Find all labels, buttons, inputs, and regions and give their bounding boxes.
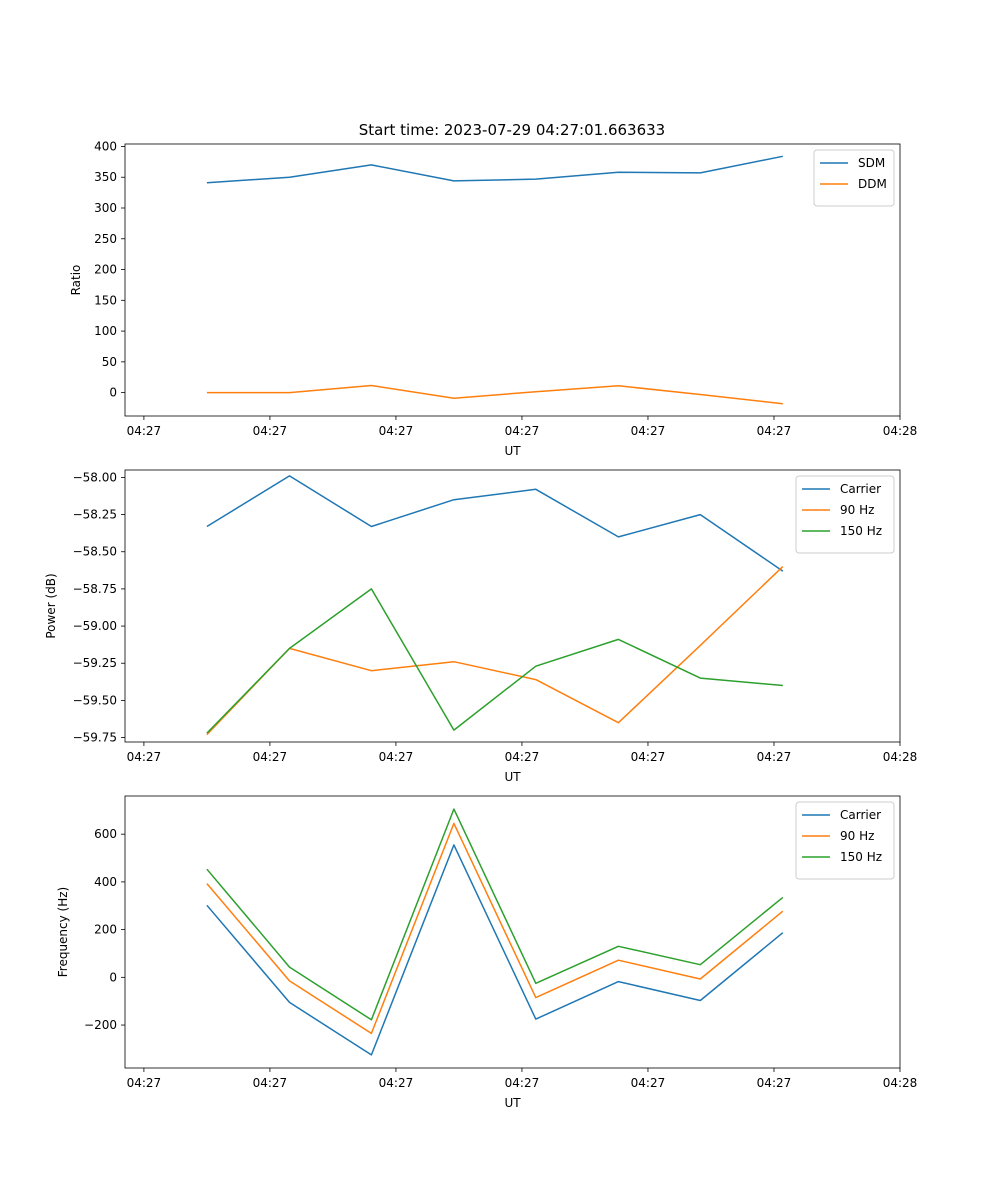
legend-label-sdm: SDM xyxy=(858,156,885,170)
legend-box xyxy=(795,801,895,880)
y-tick-label: 350 xyxy=(94,170,117,184)
legend: Carrier 90 Hz 150 Hz xyxy=(795,475,895,554)
x-tick-label: 04:27 xyxy=(253,1076,288,1090)
y-tick-label: −59.75 xyxy=(73,731,117,745)
legend-label-carrier: Carrier xyxy=(840,808,881,822)
legend-label-carrier: Carrier xyxy=(840,482,881,496)
x-tick-label: 04:27 xyxy=(379,750,414,764)
legend-label-90-hz: 90 Hz xyxy=(840,829,874,843)
y-tick-label: −58.25 xyxy=(73,508,117,522)
y-tick-label: 400 xyxy=(94,139,117,153)
y-tick-label: 200 xyxy=(94,923,117,937)
x-tick-label: 04:27 xyxy=(127,750,162,764)
series-line-carrier xyxy=(206,475,784,572)
x-tick-label: 04:27 xyxy=(253,750,288,764)
y-axis-label: Power (dB) xyxy=(44,573,58,638)
legend-label-150-hz: 150 Hz xyxy=(840,524,882,538)
y-tick-label: 250 xyxy=(94,232,117,246)
y-tick-label: 0 xyxy=(109,386,117,400)
legend: Carrier 90 Hz 150 Hz xyxy=(795,801,895,880)
y-tick-label: −59.00 xyxy=(73,619,117,633)
x-axis-label: UT xyxy=(504,770,521,784)
series-line-ddm xyxy=(206,384,783,405)
x-axis-label: UT xyxy=(504,1096,521,1110)
y-tick-label: 600 xyxy=(94,827,117,841)
x-tick-label: 04:27 xyxy=(757,1076,792,1090)
frequency-panel: 04:27 04:27 04:27 04:27 04:27 04:27 04:28 UT −20… xyxy=(56,795,918,1110)
axes-frame xyxy=(124,469,901,743)
y-tick-label: 400 xyxy=(94,875,117,889)
legend-label-150-hz: 150 Hz xyxy=(840,850,882,864)
y-tick-label: −59.50 xyxy=(73,693,117,707)
y-axis-label: Ratio xyxy=(69,265,83,296)
y-tick-label: 50 xyxy=(102,355,117,369)
axes-frame xyxy=(124,795,901,1069)
x-tick-label: 04:27 xyxy=(505,1076,540,1090)
x-tick-label: 04:27 xyxy=(379,1076,414,1090)
series-line-90-hz xyxy=(206,566,784,736)
x-tick-label: 04:27 xyxy=(379,424,414,438)
legend-label-90-hz: 90 Hz xyxy=(840,503,874,517)
x-tick-label: 04:27 xyxy=(253,424,288,438)
x-tick-label: 04:27 xyxy=(631,750,666,764)
series-line-sdm xyxy=(206,155,783,184)
x-tick-label: 04:27 xyxy=(505,424,540,438)
y-tick-label: −200 xyxy=(84,1018,117,1032)
legend-box xyxy=(795,475,895,554)
x-axis-label: UT xyxy=(504,444,521,458)
figure-title: Start time: 2023-07-29 04:27:01.663633 xyxy=(359,121,665,139)
legend-box xyxy=(813,149,895,207)
x-tick-label: 04:27 xyxy=(631,424,666,438)
axes-frame xyxy=(124,143,901,417)
y-tick-label: −58.00 xyxy=(73,470,117,484)
y-tick-label: −59.25 xyxy=(73,656,117,670)
x-tick-label: 04:28 xyxy=(883,750,918,764)
series-line-150-hz xyxy=(206,808,784,1021)
y-tick-label: −58.50 xyxy=(73,545,117,559)
x-tick-label: 04:27 xyxy=(127,1076,162,1090)
legend: SDM DDM xyxy=(813,149,895,207)
power-panel: 04:27 04:27 04:27 04:27 04:27 04:27 04:28 UT −58… xyxy=(44,469,918,784)
x-tick-label: 04:28 xyxy=(883,1076,918,1090)
x-tick-label: 04:27 xyxy=(757,424,792,438)
y-tick-label: 150 xyxy=(94,293,117,307)
legend-label-ddm: DDM xyxy=(858,177,887,191)
y-tick-label: 300 xyxy=(94,201,117,215)
y-tick-label: 0 xyxy=(109,970,117,984)
y-tick-label: 100 xyxy=(94,324,117,338)
series-line-150-hz xyxy=(206,588,783,734)
x-tick-label: 04:27 xyxy=(127,424,162,438)
x-tick-label: 04:27 xyxy=(631,1076,666,1090)
series-line-90-hz xyxy=(206,822,784,1035)
ratio-panel: 04:27 04:27 04:27 04:27 04:27 04:27 04:28 UT 0 50… xyxy=(69,139,917,458)
x-tick-label: 04:27 xyxy=(757,750,792,764)
y-axis-label: Frequency (Hz) xyxy=(56,887,70,978)
x-tick-label: 04:28 xyxy=(883,424,918,438)
series-line-carrier xyxy=(206,844,784,1056)
y-tick-label: −58.75 xyxy=(73,582,117,596)
x-tick-label: 04:27 xyxy=(505,750,540,764)
y-tick-label: 200 xyxy=(94,263,117,277)
